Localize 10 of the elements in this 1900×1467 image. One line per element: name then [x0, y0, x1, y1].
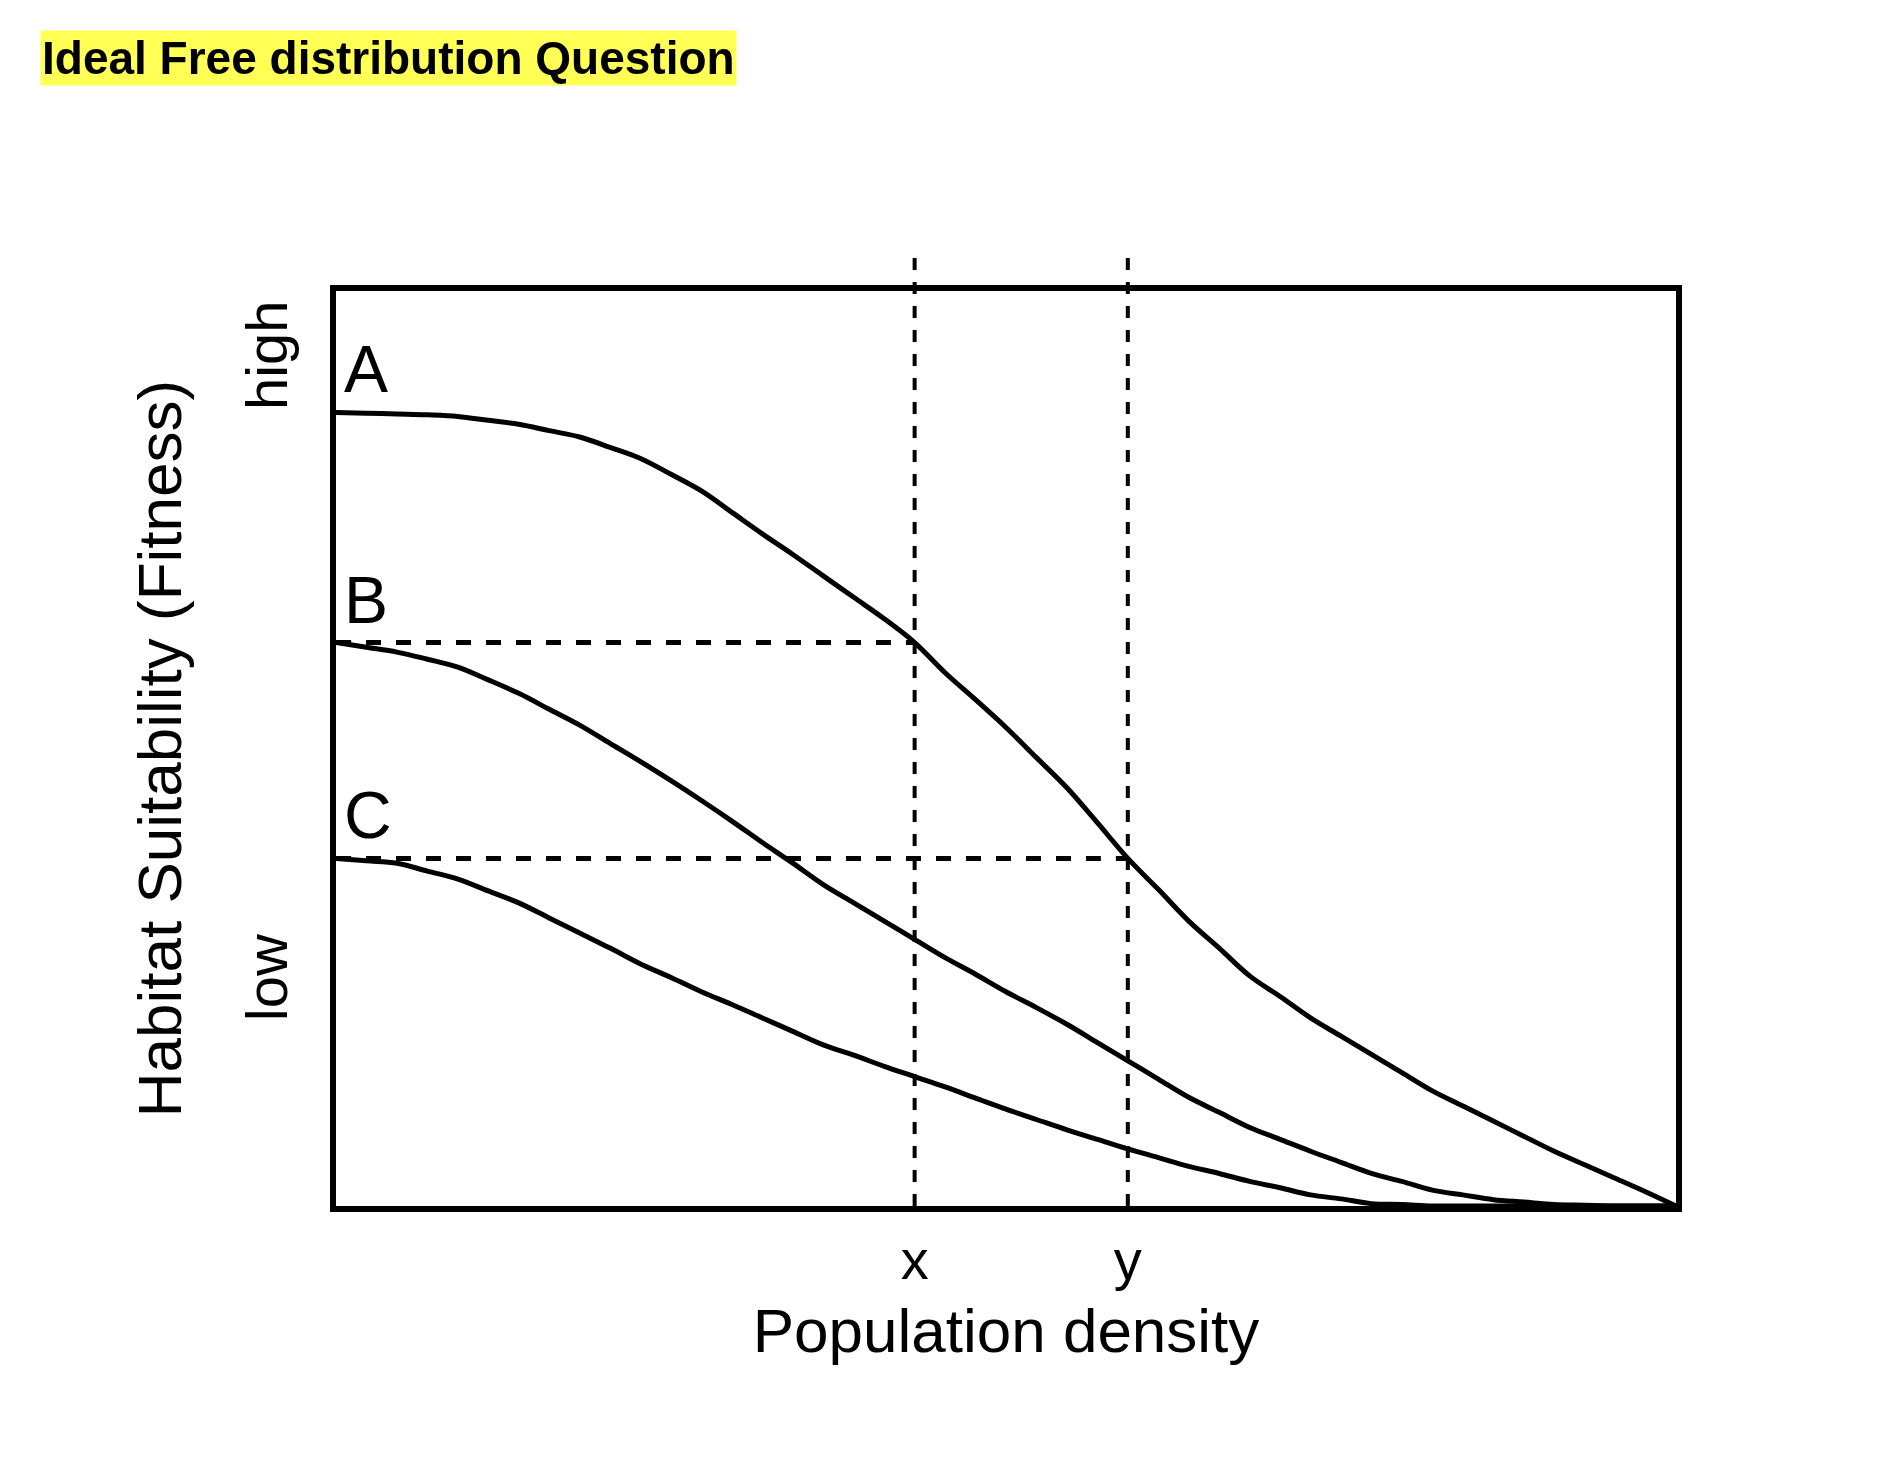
x-tick-label: y: [1113, 1228, 1142, 1292]
series-label: A: [344, 332, 389, 406]
text: high: [233, 300, 299, 411]
x-tick-label: x: [900, 1228, 929, 1292]
x-axis-title: Population density: [752, 1295, 1260, 1365]
series-label: C: [344, 778, 392, 852]
text: low: [233, 933, 299, 1022]
y-axis-title: Habitat Suitability (Fitness): [125, 379, 195, 1118]
chart-title: Ideal Free distribution Question: [42, 32, 735, 84]
series-label: B: [344, 563, 389, 637]
